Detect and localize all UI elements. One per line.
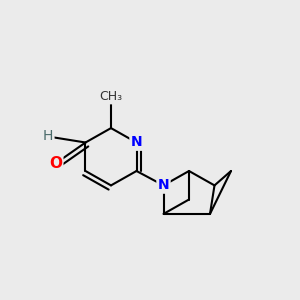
Text: O: O — [49, 156, 62, 171]
Text: H: H — [43, 130, 53, 143]
Text: CH₃: CH₃ — [99, 90, 123, 103]
Text: N: N — [131, 136, 142, 149]
Text: N: N — [158, 178, 169, 192]
